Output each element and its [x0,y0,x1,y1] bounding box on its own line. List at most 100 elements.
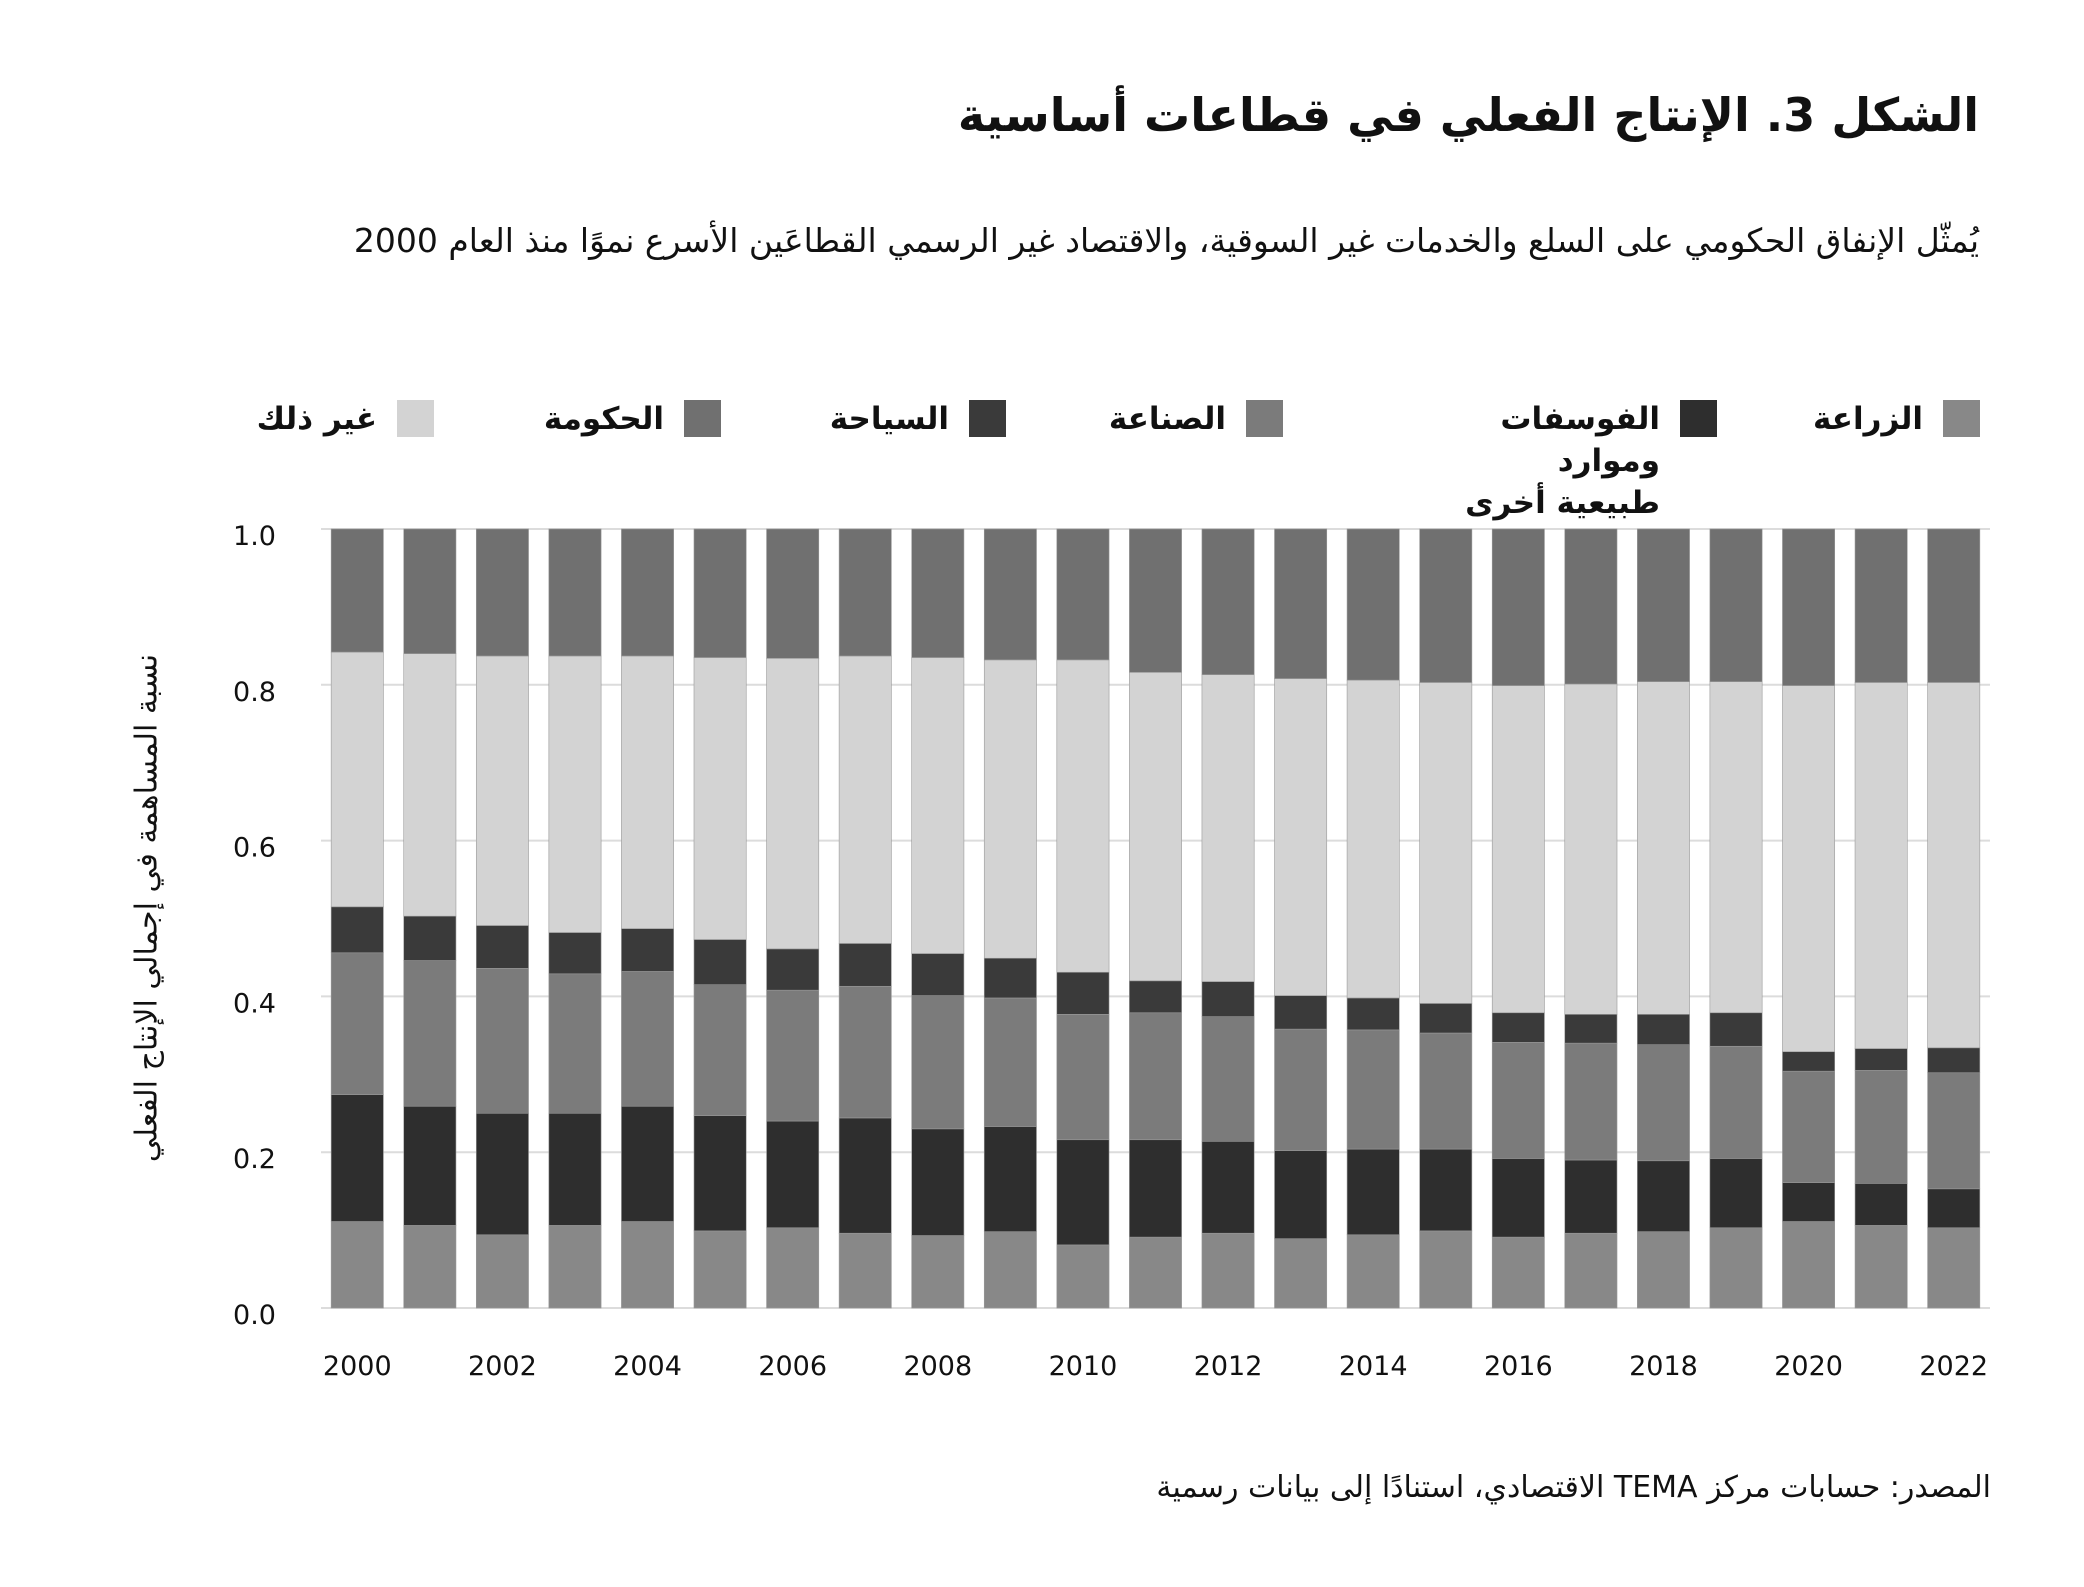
bar-segment-2019-1 [1709,1158,1763,1229]
bar-segment-2022-4 [1927,682,1981,1049]
bar-segment-2021-1 [1854,1183,1908,1226]
bar-segment-2009-3 [983,957,1037,999]
bar-segment-2016-3 [1491,1012,1545,1043]
legend-item: غير ذلك [257,398,434,440]
chart-subtitle: يُمثّل الإنفاق الحكومي على السلع والخدما… [353,221,1979,260]
bar-segment-2019-2 [1709,1045,1763,1159]
bar-segment-2002-2 [475,968,529,1114]
bar-segment-2000-3 [330,906,384,954]
bar-segment-2010-1 [1056,1139,1110,1246]
bar-segment-2012-4 [1201,674,1255,982]
bar-segment-2006-5 [766,528,820,659]
bar-segment-2005-1 [693,1115,747,1232]
bar-segment-2015-3 [1419,1003,1473,1034]
bar-segment-2002-5 [475,528,529,657]
bar-segment-2004-2 [621,971,674,1107]
bar-segment-2005-2 [693,984,747,1116]
bar-segment-2021-4 [1854,682,1908,1049]
bar-segment-2010-3 [1056,971,1110,1015]
bar-segment-2016-1 [1491,1158,1545,1238]
bar-segment-2012-2 [1201,1016,1255,1142]
bar-segment-2003-4 [548,655,602,933]
bar-segment-2017-5 [1564,528,1618,685]
bar-segment-2019-3 [1709,1012,1763,1047]
bar-segment-2006-1 [766,1120,820,1229]
legend-swatch [1246,400,1283,437]
bar-segment-2001-4 [403,653,457,917]
bar-segment-2016-5 [1491,528,1545,686]
bar-segment-2006-4 [766,658,820,950]
bar-segment-2012-1 [1201,1140,1255,1234]
bar-segment-2017-3 [1564,1014,1618,1044]
bar-segment-2003-2 [548,973,602,1114]
bar-segment-2022-1 [1927,1188,1981,1229]
bar-segment-2008-2 [911,995,965,1130]
bar-segment-2005-5 [693,528,747,658]
bar-segment-2005-4 [693,657,747,940]
bar-segment-2015-4 [1419,682,1473,1004]
bar-segment-2011-0 [1129,1236,1182,1309]
x-tick-label: 2006 [758,1351,827,1382]
bar-segment-2011-3 [1129,980,1182,1014]
bar-segment-2018-0 [1637,1231,1690,1309]
bar-segment-2002-1 [475,1112,529,1236]
bar-segment-2011-5 [1129,528,1182,673]
bar-segment-2008-0 [911,1235,965,1309]
bar-segment-2020-5 [1782,528,1836,686]
x-tick-label: 2000 [323,1351,392,1382]
bar-segment-2004-3 [621,928,674,972]
bar-segment-2012-5 [1201,528,1255,675]
bar-segment-2000-0 [330,1221,384,1309]
legend-label: الفوسفات وموارد طبيعية أخرى [1465,401,1660,521]
bar-segment-2018-5 [1637,528,1690,682]
legend-item: الفوسفات وموارد طبيعية أخرى [1460,398,1717,524]
bar-segment-2005-3 [693,939,747,986]
bar-segment-2014-1 [1346,1148,1400,1236]
legend-item: الزراعة [1813,398,1980,440]
bar-segment-2021-3 [1854,1048,1908,1071]
bar-segment-2007-2 [838,985,892,1119]
bar-segment-2008-5 [911,528,965,658]
legend-item: الصناعة [1109,398,1283,440]
bar-segment-2011-2 [1129,1012,1182,1141]
bar-segment-2020-4 [1782,685,1836,1053]
x-tick-label: 2020 [1774,1351,1843,1382]
bar-segment-2016-2 [1491,1042,1545,1159]
bar-segment-2020-3 [1782,1051,1836,1072]
x-tick-label: 2008 [903,1351,972,1382]
legend-label: السياحة [829,401,949,437]
bar-segment-2009-4 [983,659,1037,959]
bar-segment-2004-5 [621,528,674,657]
bar-segment-2009-1 [983,1126,1037,1232]
bar-segment-2007-5 [838,528,892,657]
bar-segment-2001-0 [403,1225,457,1309]
legend-label: غير ذلك [256,401,377,437]
bar-segment-2021-2 [1854,1070,1908,1184]
bar-segment-2013-5 [1274,528,1328,679]
y-tick-label: 0.4 [233,988,276,1019]
bar-segment-2003-5 [548,528,602,657]
y-tick-label: 0.6 [233,833,276,864]
bar-segment-2020-1 [1782,1182,1836,1222]
bar-segment-2018-3 [1637,1014,1690,1045]
bar-segment-2006-3 [766,948,820,991]
bar-segment-2000-1 [330,1094,384,1222]
x-tick-label: 2010 [1049,1351,1118,1382]
bar-segment-2007-0 [838,1232,892,1309]
bar-segment-2001-1 [403,1105,457,1226]
chart-title: الشكل 3. الإنتاج الفعلي في قطاعات أساسية [957,88,1979,142]
bar-segment-2011-4 [1129,672,1182,982]
bar-segment-2016-4 [1491,685,1545,1014]
bar-segment-2017-4 [1564,683,1618,1015]
bar-segment-2009-5 [983,528,1037,661]
bar-segment-2007-4 [838,655,892,944]
bar-segment-2017-1 [1564,1159,1618,1234]
bar-segment-2020-2 [1782,1070,1836,1183]
bar-segment-2007-1 [838,1117,892,1234]
bar-segment-2008-3 [911,953,965,996]
legend-item: الحكومة [544,398,721,440]
bar-segment-2018-2 [1637,1044,1690,1162]
bar-segment-2022-0 [1927,1227,1981,1309]
bar-segment-2013-4 [1274,678,1328,996]
bar-segment-2007-3 [838,943,892,987]
